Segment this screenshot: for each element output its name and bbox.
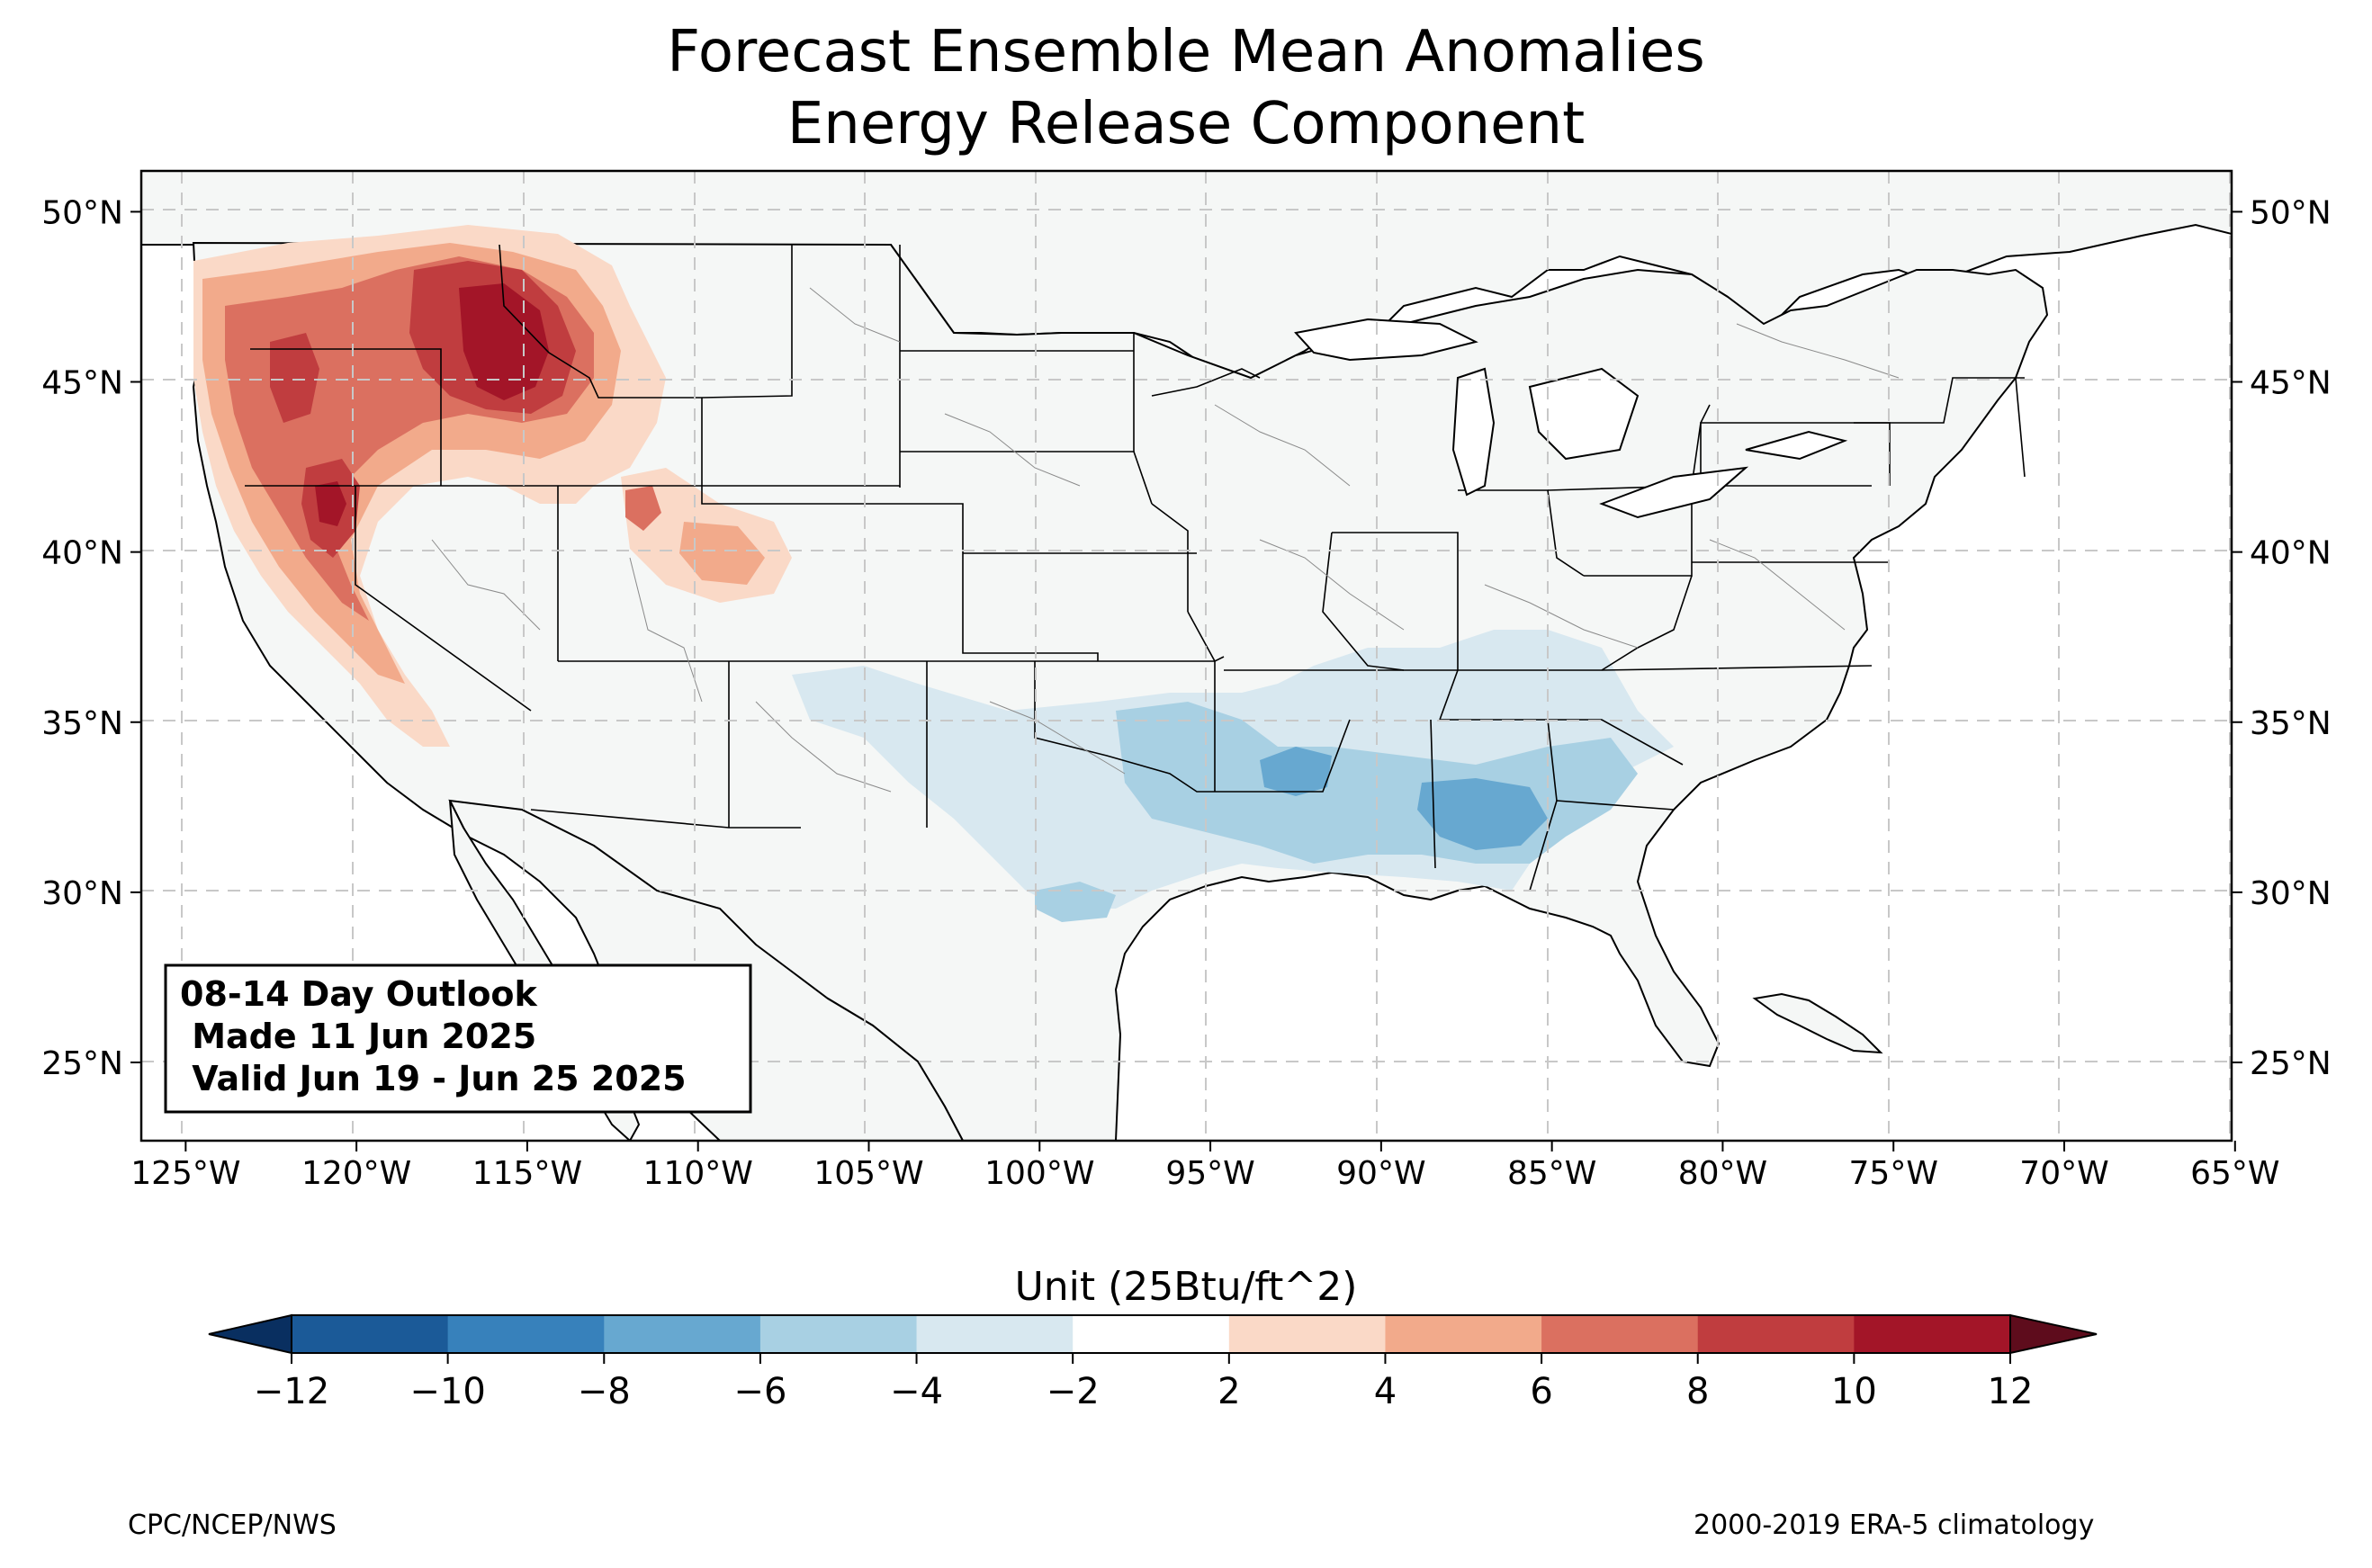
colorbar-segment xyxy=(604,1315,761,1353)
colorbar-segment xyxy=(447,1315,605,1353)
colorbar-segment xyxy=(1697,1315,1855,1353)
colorbar-tick-label: 4 xyxy=(1374,1371,1397,1412)
y-tick-label-left: 40°N xyxy=(41,535,123,572)
y-axis-right: 25°N 30°N 35°N 40°N 45°N 50°N xyxy=(2232,194,2332,1082)
anomaly-band-8-10-oregon xyxy=(270,333,319,423)
colorbar-tick-label: −6 xyxy=(733,1371,786,1412)
colorbar-segment xyxy=(1385,1315,1542,1353)
colorbar-tick-label: 8 xyxy=(1686,1371,1709,1412)
anomaly-band-neg8-neg6-arkansas xyxy=(1260,747,1332,796)
footer-climatology: 2000-2019 ERA-5 climatology xyxy=(1694,1510,2095,1541)
y-tick-label-left: 30°N xyxy=(41,875,123,912)
colorbar-unit-label: Unit (25Btu/ft^2) xyxy=(1014,1264,1358,1310)
x-tick-label: 75°W xyxy=(1849,1155,1938,1192)
anomaly-band-4-6-colorado xyxy=(679,522,765,585)
outlook-valid-range: Valid Jun 19 - Jun 25 2025 xyxy=(180,1059,687,1098)
x-axis: 125°W 120°W 115°W 110°W 105°W 100°W 95°W 90°W 85… xyxy=(130,1141,2279,1192)
y-tick-label-left: 45°N xyxy=(41,365,123,402)
chart-title-line2: Energy Release Component xyxy=(786,91,1586,157)
x-tick-label: 65°W xyxy=(2190,1155,2279,1192)
colorbar-segment xyxy=(292,1315,449,1353)
x-tick-label: 95°W xyxy=(1165,1155,1254,1192)
colorbar-ticks: −12 −10 −8 −6 −4 −2 2 4 6 8 10 12 xyxy=(254,1353,2034,1412)
x-tick-label: 125°W xyxy=(130,1155,240,1192)
x-tick-label: 105°W xyxy=(813,1155,923,1192)
colorbar-tick-label: −8 xyxy=(578,1371,631,1412)
anomaly-band-10-12-northern-california xyxy=(315,481,346,526)
great-lakes xyxy=(1294,318,1848,519)
x-tick-label: 70°W xyxy=(2019,1155,2108,1192)
x-tick-label: 100°W xyxy=(984,1155,1094,1192)
y-tick-label-left: 35°N xyxy=(41,705,123,742)
positive-anomalies xyxy=(193,225,792,747)
colorbar-extend-under xyxy=(208,1313,292,1355)
y-tick-label-right: 30°N xyxy=(2250,875,2332,912)
anomaly-band-neg8-neg6-mississippi-alabama xyxy=(1417,778,1548,850)
outlook-made-date: Made 11 Jun 2025 xyxy=(180,1017,537,1056)
x-tick-label: 80°W xyxy=(1678,1155,1767,1192)
colorbar-tick-label: 12 xyxy=(1988,1371,2034,1412)
outlook-title: 08-14 Day Outlook xyxy=(180,974,537,1014)
colorbar-tick-label: 10 xyxy=(1831,1371,1877,1412)
colorbar-extend-over xyxy=(2009,1313,2098,1355)
chart-title-line1: Forecast Ensemble Mean Anomalies xyxy=(667,19,1705,85)
colorbar-segment xyxy=(1228,1315,1386,1353)
y-tick-label-left: 50°N xyxy=(41,194,123,231)
x-tick-label: 110°W xyxy=(643,1155,753,1192)
anomaly-band-neg6-neg4-south-texas xyxy=(1035,882,1116,922)
y-tick-label-right: 35°N xyxy=(2250,705,2332,742)
colorbar-tick-label: −10 xyxy=(409,1371,485,1412)
colorbar xyxy=(208,1313,2098,1355)
colorbar-tick-label: −12 xyxy=(254,1371,329,1412)
colorbar-segment xyxy=(916,1315,1074,1353)
colorbar-outline xyxy=(291,1314,2011,1354)
outlook-box xyxy=(164,963,752,1114)
colorbar-tick-label: −2 xyxy=(1047,1371,1100,1412)
anomaly-band-10-12-idaho-montana xyxy=(459,283,549,400)
colorbar-tick-label: 6 xyxy=(1530,1371,1552,1412)
footer-source: CPC/NCEP/NWS xyxy=(128,1510,337,1541)
map-frame xyxy=(139,169,2233,1142)
y-tick-label-right: 40°N xyxy=(2250,535,2332,572)
y-axis-left: 25°N 30°N 35°N 40°N 45°N 50°N xyxy=(41,194,141,1082)
colorbar-segment xyxy=(1541,1315,1699,1353)
colorbar-segment xyxy=(1854,1315,2011,1353)
x-tick-label: 120°W xyxy=(301,1155,411,1192)
anomaly-band-6-8-wyoming xyxy=(625,486,661,531)
state-boundaries xyxy=(245,244,2026,892)
colorbar-segment xyxy=(1073,1315,1230,1353)
x-tick-label: 115°W xyxy=(472,1155,582,1192)
land-cuba xyxy=(1752,992,1883,1054)
x-tick-label: 85°W xyxy=(1507,1155,1596,1192)
y-tick-label-right: 45°N xyxy=(2250,365,2332,402)
colorbar-tick-label: −4 xyxy=(890,1371,943,1412)
colorbar-tick-label: 2 xyxy=(1217,1371,1240,1412)
y-tick-label-right: 25°N xyxy=(2250,1045,2332,1082)
x-tick-label: 90°W xyxy=(1336,1155,1425,1192)
colorbar-segment xyxy=(759,1315,918,1353)
y-tick-label-left: 25°N xyxy=(41,1045,123,1082)
y-tick-label-right: 50°N xyxy=(2250,194,2332,231)
